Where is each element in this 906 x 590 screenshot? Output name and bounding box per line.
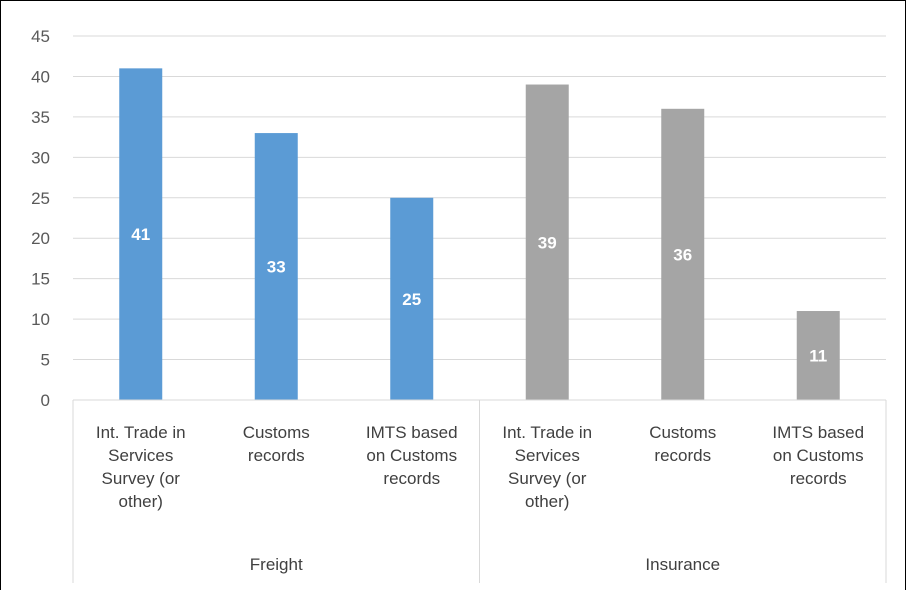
x-axis: Int. Trade in Services Survey (or other) Cus… [72,399,887,583]
y-tick-label: 0 [41,391,50,410]
data-label: 25 [402,290,421,309]
y-tick-label: 40 [31,67,50,86]
bars: 41 33 25 39 36 11 [119,68,840,401]
y-tick-label: 45 [31,27,50,46]
data-label: 41 [131,225,150,244]
y-tick-label: 5 [41,351,50,370]
gridlines [73,35,886,361]
category-label: Customs records [649,423,716,465]
category-label: IMTS based on Customs records [366,423,458,488]
bar [254,133,298,401]
bar [661,108,705,401]
y-tick-label: 15 [31,270,50,289]
y-tick-label: 25 [31,189,50,208]
y-tick-label: 35 [31,108,50,127]
category-label: IMTS based on Customs records [772,423,864,488]
category-label: Customs records [243,423,310,465]
bar [119,68,163,400]
bar [796,311,840,400]
category-label: Int. Trade in Services Survey (or other) [96,423,186,511]
category-label: Int. Trade in Services Survey (or other) [502,423,592,511]
data-label: 11 [809,347,827,366]
group-label: Insurance [645,555,720,574]
data-label: 39 [538,233,557,252]
data-label: 36 [673,245,692,264]
group-label: Freight [250,555,303,574]
y-tick-label: 10 [31,310,50,329]
bar [525,84,569,401]
bar [390,197,434,400]
y-axis: 0 5 10 15 20 25 30 35 40 45 [31,27,50,410]
y-tick-label: 20 [31,229,50,248]
y-tick-label: 30 [31,148,50,167]
data-label: 33 [267,258,286,277]
